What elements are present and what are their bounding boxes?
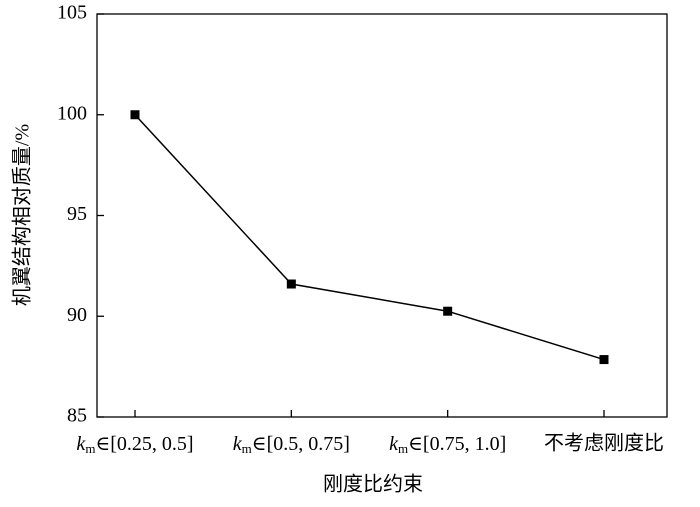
y-tick-label: 85 (67, 405, 87, 427)
x-axis-label: 刚度比约束 (323, 473, 423, 496)
y-tick-label: 90 (67, 304, 87, 326)
x-tick-label: 不考虑刚度比 (544, 432, 664, 455)
data-point (130, 110, 140, 120)
data-point (443, 306, 453, 316)
y-axis-label: 机翼结构相对质量/% (11, 124, 34, 306)
data-point (599, 355, 609, 365)
y-tick-label: 95 (67, 203, 87, 225)
data-point (286, 279, 296, 289)
y-tick-label: 105 (57, 2, 87, 24)
y-tick-label: 100 (57, 102, 87, 124)
x-tick-label: km∈[0.25, 0.5] (76, 433, 193, 456)
x-tick-label: km∈[0.5, 0.75] (233, 433, 350, 456)
x-tick-label: km∈[0.75, 1.0] (389, 433, 506, 456)
series-line (134, 114, 605, 361)
plot-frame (96, 13, 668, 418)
